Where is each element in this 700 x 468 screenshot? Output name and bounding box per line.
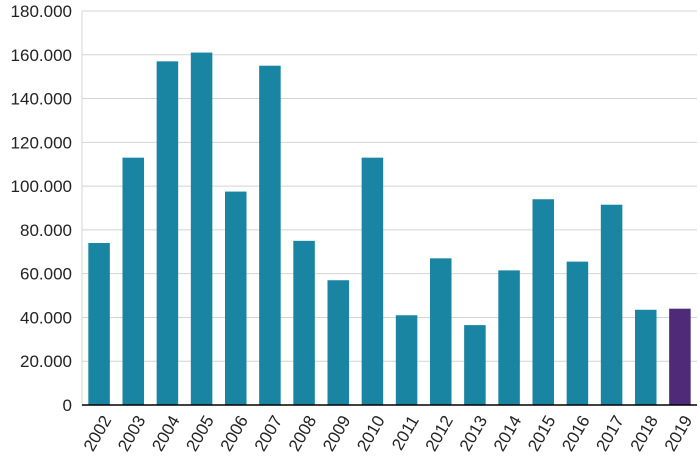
bar-2014 (498, 270, 520, 405)
y-tick-label: 80.000 (20, 221, 72, 240)
x-tick-label-2019: 2019 (661, 412, 696, 454)
y-tick-label: 60.000 (20, 265, 72, 284)
x-tick-label-2003: 2003 (114, 412, 149, 454)
x-tick-label-2017: 2017 (592, 412, 627, 454)
bar-2010 (361, 157, 384, 405)
y-tick-label: 140.000 (11, 90, 72, 109)
grid-lines (81, 10, 697, 405)
y-tick-label: 0 (63, 396, 72, 415)
bar-2018 (634, 309, 657, 405)
y-tick-label: 20.000 (20, 352, 72, 371)
x-tick-label-2006: 2006 (217, 412, 252, 454)
bar-2013 (464, 325, 486, 405)
bar-2003 (122, 157, 145, 405)
x-tick-label-2009: 2009 (319, 412, 354, 454)
x-tick-label-2014: 2014 (490, 412, 525, 454)
x-tick-label-2013: 2013 (456, 412, 491, 454)
bar-2008 (293, 240, 315, 405)
x-tick-label-2004: 2004 (148, 412, 183, 454)
x-tick-label-2002: 2002 (80, 412, 115, 454)
bar-2007 (259, 65, 281, 405)
y-tick-label: 160.000 (11, 46, 72, 65)
bar-2011 (395, 315, 418, 405)
x-tick-label-2007: 2007 (251, 412, 286, 454)
bar-2015 (532, 199, 555, 405)
bar-2005 (190, 52, 213, 406)
y-tick-label: 100.000 (11, 177, 72, 196)
y-axis-tick-labels: 0 20.000 40.000 60.000 80.000 100.000 120.000 1… (11, 2, 72, 415)
y-tick-label: 120.000 (11, 133, 72, 152)
x-tick-label-2016: 2016 (558, 412, 593, 454)
x-tick-label-2012: 2012 (422, 412, 457, 454)
bars (88, 52, 691, 406)
x-tick-label-2015: 2015 (524, 412, 559, 454)
bar-2002 (88, 243, 110, 405)
x-tick-label-2011: 2011 (388, 412, 423, 453)
y-tick-label: 40.000 (20, 308, 72, 327)
bar-2006 (224, 191, 247, 405)
x-tick-label-2005: 2005 (182, 412, 217, 454)
bar-2019 (669, 308, 691, 405)
bar-2012 (429, 258, 452, 405)
y-tick-label: 180.000 (11, 2, 72, 21)
bar-2009 (327, 280, 350, 405)
x-tick-label-2010: 2010 (353, 412, 388, 454)
bar-2016 (566, 261, 589, 405)
bar-2017 (600, 204, 623, 405)
x-tick-label-2008: 2008 (285, 412, 320, 454)
x-tick-label-2018: 2018 (627, 412, 662, 454)
bar-2004 (156, 61, 179, 406)
